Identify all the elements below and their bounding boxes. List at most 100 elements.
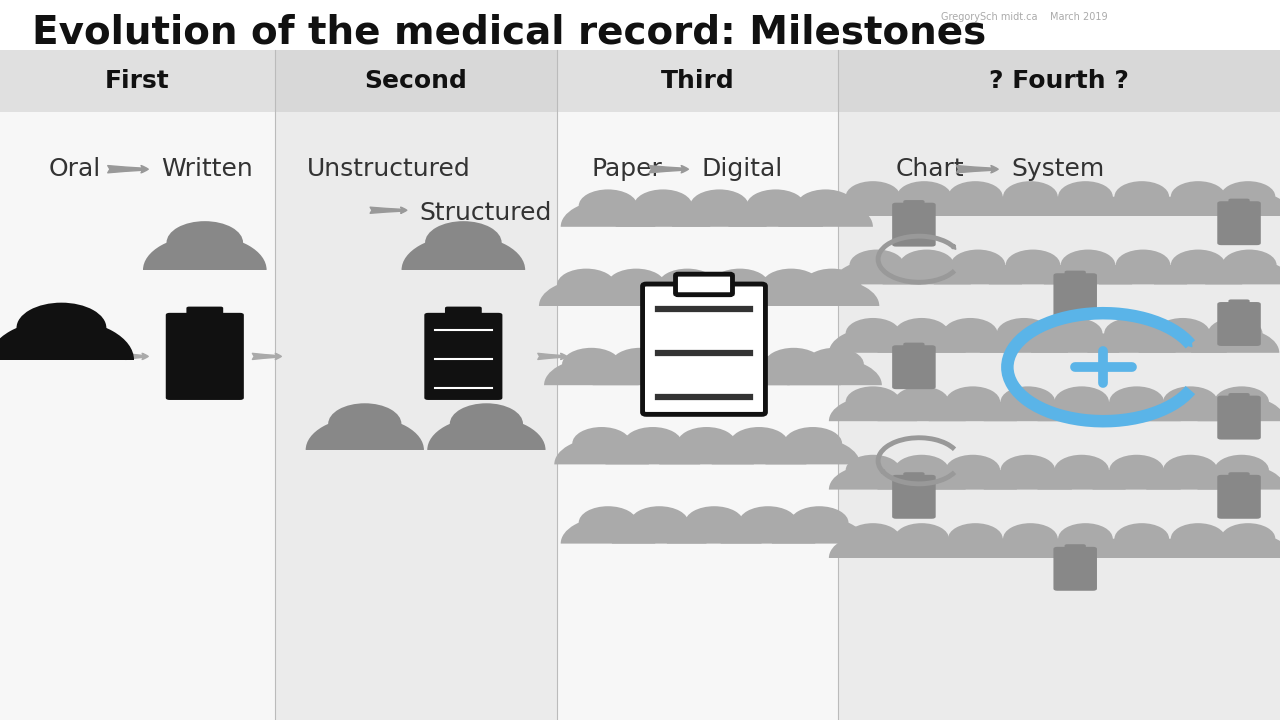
Wedge shape [1155, 260, 1242, 284]
Circle shape [739, 506, 797, 539]
Circle shape [1061, 250, 1115, 280]
Wedge shape [829, 328, 916, 353]
Text: )): )) [93, 328, 108, 342]
Bar [557, 112, 838, 720]
Circle shape [1110, 387, 1164, 417]
Wedge shape [1038, 397, 1125, 421]
Bar [0, 112, 275, 720]
Circle shape [1116, 250, 1170, 280]
Circle shape [948, 523, 1002, 554]
Text: Third: Third [660, 69, 735, 93]
Wedge shape [1088, 328, 1175, 353]
Circle shape [850, 250, 904, 280]
Wedge shape [778, 200, 873, 227]
Wedge shape [589, 279, 684, 306]
FancyBboxPatch shape [445, 307, 481, 321]
Wedge shape [721, 517, 815, 544]
Wedge shape [878, 465, 965, 490]
Circle shape [1001, 387, 1055, 417]
FancyBboxPatch shape [187, 307, 223, 321]
Text: Unstructured: Unstructured [307, 157, 471, 181]
Circle shape [1004, 523, 1057, 554]
Wedge shape [428, 417, 545, 450]
Circle shape [895, 387, 948, 417]
Circle shape [846, 455, 900, 485]
Wedge shape [1192, 328, 1279, 353]
Circle shape [946, 455, 1000, 485]
Circle shape [805, 348, 864, 381]
FancyBboxPatch shape [1053, 547, 1097, 590]
Wedge shape [306, 417, 424, 450]
FancyBboxPatch shape [643, 284, 765, 415]
FancyBboxPatch shape [1229, 472, 1249, 481]
Wedge shape [932, 534, 1019, 558]
Wedge shape [1147, 397, 1234, 421]
Wedge shape [695, 359, 790, 385]
Text: First: First [105, 69, 170, 93]
Circle shape [572, 427, 631, 460]
Circle shape [1115, 181, 1169, 212]
Wedge shape [829, 534, 916, 558]
Circle shape [1001, 455, 1055, 485]
Text: Structured: Structured [420, 201, 552, 225]
FancyBboxPatch shape [892, 346, 936, 390]
Circle shape [900, 250, 954, 280]
Wedge shape [561, 517, 655, 544]
Wedge shape [616, 200, 710, 227]
Wedge shape [1093, 465, 1180, 490]
FancyBboxPatch shape [904, 472, 924, 481]
Circle shape [895, 455, 948, 485]
Wedge shape [883, 260, 970, 284]
Circle shape [1171, 250, 1225, 280]
FancyBboxPatch shape [1217, 396, 1261, 439]
Circle shape [895, 523, 948, 554]
Wedge shape [712, 438, 806, 464]
Circle shape [730, 427, 788, 460]
Circle shape [658, 269, 717, 302]
Wedge shape [829, 397, 916, 421]
Wedge shape [728, 200, 823, 227]
Wedge shape [829, 465, 916, 490]
Text: System: System [1011, 157, 1105, 181]
Circle shape [623, 427, 682, 460]
Wedge shape [1098, 192, 1185, 216]
Wedge shape [833, 260, 920, 284]
Text: Oral: Oral [49, 157, 101, 181]
Wedge shape [989, 260, 1076, 284]
Wedge shape [1139, 328, 1226, 353]
Circle shape [690, 189, 749, 222]
Circle shape [166, 221, 243, 264]
Wedge shape [667, 517, 762, 544]
Wedge shape [1198, 397, 1280, 421]
Wedge shape [929, 465, 1016, 490]
Circle shape [634, 189, 692, 222]
Circle shape [1006, 250, 1060, 280]
Circle shape [328, 403, 402, 444]
Circle shape [846, 181, 900, 212]
Wedge shape [605, 438, 700, 464]
Circle shape [677, 427, 736, 460]
FancyBboxPatch shape [1217, 302, 1261, 346]
Wedge shape [1042, 534, 1129, 558]
Circle shape [846, 523, 900, 554]
Text: ? Fourth ?: ? Fourth ? [989, 69, 1129, 93]
Circle shape [1215, 455, 1268, 485]
Wedge shape [785, 279, 879, 306]
Wedge shape [1147, 465, 1234, 490]
Text: Digital: Digital [701, 157, 782, 181]
Circle shape [783, 427, 842, 460]
Wedge shape [878, 328, 965, 353]
Circle shape [713, 348, 772, 381]
Text: Paper: Paper [591, 157, 662, 181]
Circle shape [997, 318, 1051, 348]
Wedge shape [934, 260, 1021, 284]
Circle shape [1156, 318, 1210, 348]
FancyBboxPatch shape [892, 475, 936, 518]
Circle shape [948, 181, 1002, 212]
Wedge shape [0, 319, 134, 360]
Wedge shape [561, 200, 655, 227]
Wedge shape [554, 438, 649, 464]
Wedge shape [787, 359, 882, 385]
Circle shape [946, 387, 1000, 417]
FancyBboxPatch shape [166, 313, 243, 400]
